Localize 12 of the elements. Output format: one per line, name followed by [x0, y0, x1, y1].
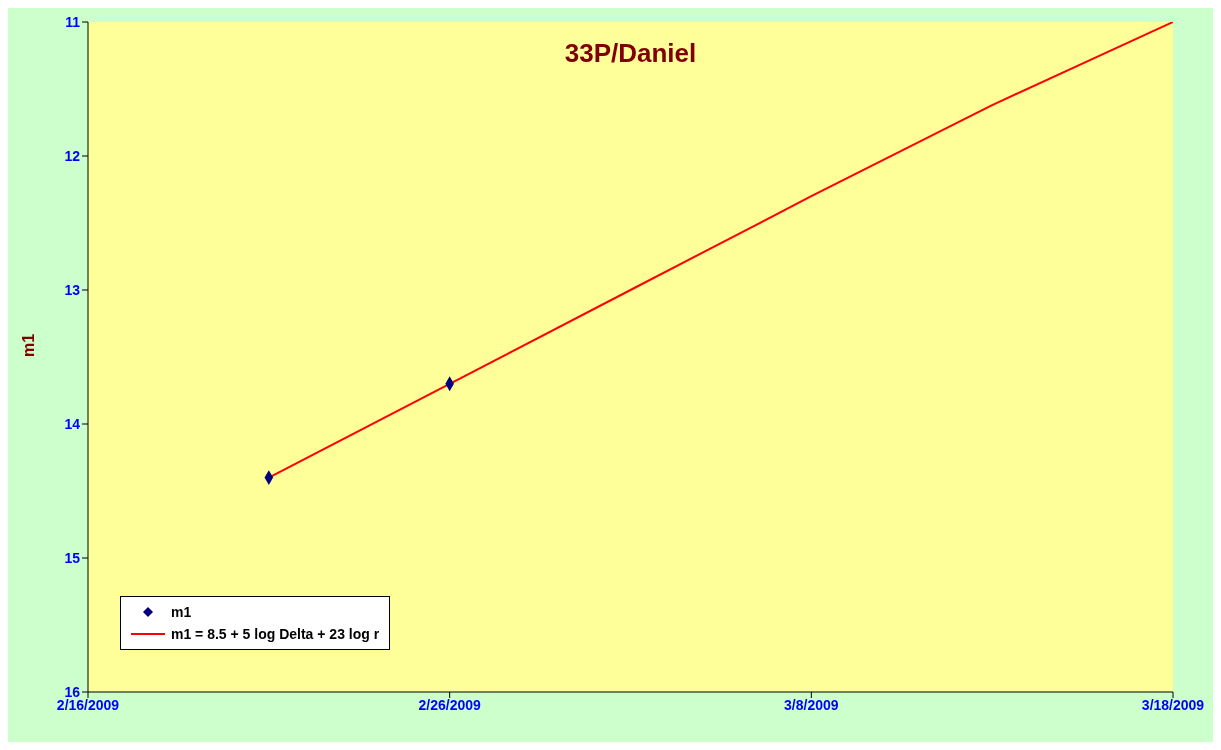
legend-label: m1 = 8.5 + 5 log Delta + 23 log r [171, 626, 380, 642]
y-axis-title: m1 [19, 333, 37, 357]
x-tick-label: 2/26/2009 [418, 696, 482, 713]
x-tick-label: 3/18/2009 [1141, 696, 1205, 713]
text: 33P/Daniel [563, 38, 698, 69]
y-tick-label: 14 [64, 415, 81, 432]
y-tick-label: 12 [64, 147, 81, 164]
legend-label: m1 [171, 604, 192, 620]
y-tick-label: 13 [64, 281, 81, 298]
y-tick-label: 15 [64, 549, 81, 566]
y-tick-label: 11 [65, 13, 81, 30]
x-tick-label: 3/8/2009 [784, 696, 839, 713]
